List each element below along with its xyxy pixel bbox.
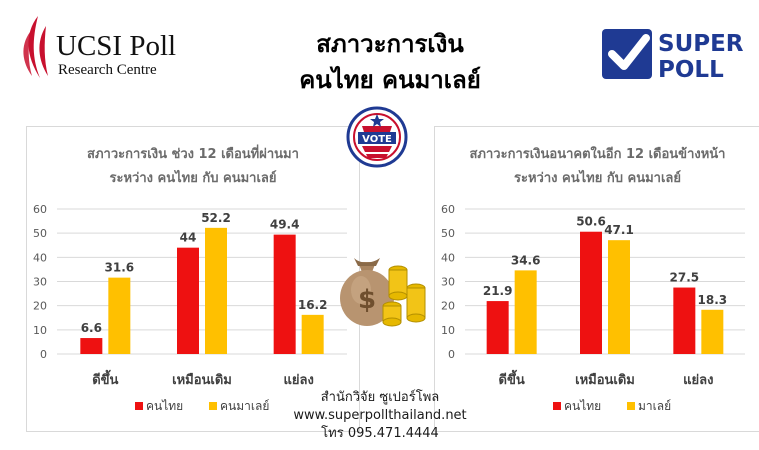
y-tick-label: 0 [448,348,455,361]
y-tick-label: 10 [441,324,455,337]
bar [514,270,537,354]
ucsi-logo-name: UCSI Poll [56,30,177,62]
legend-label: คนมาเลย์ [220,399,269,413]
superpoll-logo-line1: SUPER [658,31,744,57]
data-label: 44 [180,231,197,245]
y-tick-label: 0 [40,348,47,361]
page-title-line1: สภาวะการเงิน [316,30,464,58]
x-tick-label: เหมือนเดิม [172,372,232,388]
page-title-line2: คนไทย คนมาเลย์ [299,66,481,94]
footer-website-link[interactable]: www.superpollthailand.net [293,408,467,423]
checkmark-icon [602,29,652,79]
data-label: 16.2 [298,298,328,312]
legend-swatch [553,402,561,410]
data-label: 27.5 [670,271,700,285]
y-tick-label: 50 [33,227,47,240]
legend-swatch [209,402,217,410]
bar-chart-past: 0 10 20 30 40 50 60 6.6 31.6 ดีขึ้น 44 52.2 เหมือนเด… [33,203,347,413]
x-tick-label: แย่ลง [683,373,713,388]
y-tick-label: 30 [441,276,455,289]
data-label: 21.9 [483,284,513,298]
superpoll-logo: SUPER POLL [600,26,759,86]
data-label: 6.6 [81,321,102,335]
vote-badge-text: VOTE [362,134,392,145]
chart-subtitle: ระหว่าง คนไทย กับ คนมาเลย์ [109,171,277,186]
data-label: 52.2 [201,211,231,225]
chart-panel-future: สภาวะการเงินอนาคตในอีก 12 เดือนข้างหน้า … [434,126,759,432]
chart-title: สภาวะการเงิน ช่วง 12 เดือนที่ผ่านมา [87,147,299,162]
x-tick-label: ดีขึ้น [499,369,525,388]
svg-text:$: $ [358,285,376,315]
x-tick-label: แย่ลง [284,373,314,388]
bar [580,231,602,354]
ucsi-logo-subtitle: Research Centre [58,62,157,78]
bar-chart-future: 0 10 20 30 40 50 60 21.9 34.6 ดีขึ้น 50.647.1 เหมือ… [441,203,745,413]
bar [177,247,199,354]
bar [673,287,696,354]
footer-org: สำนักวิจัย ซูเปอร์โพล [320,390,440,405]
vote-badge-icon: VOTE [346,106,408,168]
y-tick-label: 40 [441,251,455,264]
y-tick-label: 20 [441,300,455,313]
money-bag-icon: $ [336,248,428,330]
ucsi-flame-icon [23,16,48,78]
bar [608,240,630,354]
bar [205,227,227,354]
y-tick-label: 40 [33,251,47,264]
bar [301,314,324,354]
footer-phone: โทร 095.471.4444 [321,426,439,441]
bar [108,277,131,354]
chart-title: สภาวะการเงินอนาคตในอีก 12 เดือนข้างหน้า [469,147,726,162]
superpoll-logo-line2: POLL [658,57,724,83]
bar [486,301,509,354]
x-tick-label: เหมือนเดิม [575,372,635,388]
bar [80,338,103,354]
legend-swatch [135,402,143,410]
legend-label: คนไทย [146,399,183,413]
data-label: 31.6 [105,261,135,275]
data-label: 49.4 [270,218,300,232]
legend-swatch [627,402,635,410]
data-label: 34.6 [511,253,541,267]
bar [701,309,724,354]
chart-panel-past: สภาวะการเงิน ช่วง 12 เดือนที่ผ่านมา ระหว… [26,126,360,432]
y-tick-label: 20 [33,300,47,313]
y-tick-label: 60 [441,203,455,216]
footer-contact: สำนักวิจัย ซูเปอร์โพล www.superpollthail… [290,389,470,443]
y-tick-label: 10 [33,324,47,337]
page-title: สภาวะการเงิน คนไทย คนมาเลย์ [240,26,540,98]
y-tick-label: 30 [33,276,47,289]
bar [273,234,296,354]
data-label: 50.6 [576,215,606,229]
legend-label: มาเลย์ [638,399,671,413]
y-tick-label: 60 [33,203,47,216]
legend-label: คนไทย [564,399,601,413]
y-tick-label: 50 [441,227,455,240]
data-label: 47.1 [604,223,634,237]
data-label: 18.3 [698,293,728,307]
ucsi-logo [18,12,208,84]
chart-subtitle: ระหว่าง คนไทย กับ คนมาเลย์ [514,171,681,186]
x-tick-label: ดีขึ้น [92,369,118,388]
